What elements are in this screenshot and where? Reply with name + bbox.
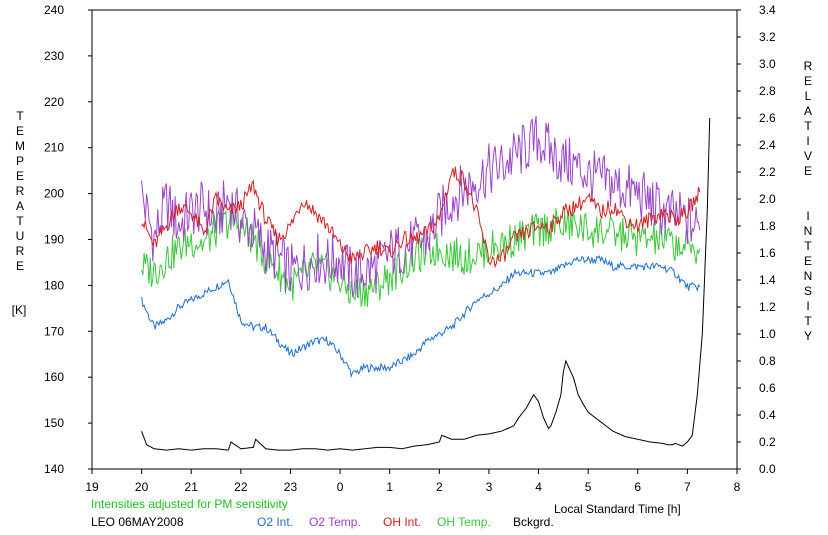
y-right-tick-label: 2.4 — [759, 138, 776, 152]
legend-oh-temp: OH Temp. — [437, 515, 491, 529]
series-layer — [141, 116, 711, 451]
y-right-tick-label: 3.2 — [759, 30, 776, 44]
y-right-label-char: Y — [804, 329, 812, 343]
y-left-label-char: M — [15, 139, 25, 153]
y-right-tick-label: 1.0 — [759, 327, 776, 341]
y-left-label-char: T — [16, 109, 24, 123]
y-right-tick-label: 2.2 — [759, 165, 776, 179]
x-tick-label: 8 — [734, 480, 741, 494]
y-right-tick-label: 1.4 — [759, 273, 776, 287]
y-right-label-char: I — [806, 134, 809, 148]
y-left-tick-label: 180 — [44, 278, 64, 292]
y-left-tick-label: 230 — [44, 49, 64, 63]
legend-o2-int: O2 Int. — [257, 515, 293, 529]
x-tick-label: 0 — [337, 480, 344, 494]
legend-oh-int: OH Int. — [383, 515, 421, 529]
legend-o2-temp: O2 Temp. — [309, 515, 361, 529]
x-tick-label: 22 — [234, 480, 248, 494]
y-right-label-char: N — [804, 269, 813, 283]
station-date-label: LEO 06MAY2008 — [91, 515, 184, 529]
y-right-label-char: I — [806, 209, 809, 223]
x-tick-label: 5 — [585, 480, 592, 494]
x-tick-label: 19 — [85, 480, 99, 494]
y-right-label-char: S — [804, 284, 812, 298]
y-left-label-char: R — [16, 184, 25, 198]
oh-int-line — [141, 166, 701, 269]
y-left-label-char: E — [16, 124, 24, 138]
y-left-tick-label: 220 — [44, 95, 64, 109]
x-tick-label: 7 — [684, 480, 691, 494]
axis-ticks — [88, 9, 741, 474]
y-left-label-char: T — [16, 214, 24, 228]
y-right-label-char: T — [804, 314, 812, 328]
bckgrd-line — [141, 117, 711, 451]
x-tick-label: 3 — [486, 480, 493, 494]
x-axis-label: Local Standard Time [h] — [554, 502, 681, 516]
y-right-label-char: V — [804, 149, 812, 163]
y-right-label-char: R — [804, 59, 813, 73]
y-left-tick-label: 200 — [44, 187, 64, 201]
y-left-label-char: E — [16, 259, 24, 273]
tick-labels: 19 20 21 22 23 0 1 2 3 4 5 6 7 8140150160170180190200… — [44, 3, 776, 494]
y-right-tick-label: 2.8 — [759, 84, 776, 98]
y-right-tick-label: 0.0 — [759, 462, 776, 476]
y-right-tick-label: 3.4 — [759, 3, 776, 17]
y-left-label-char: A — [16, 199, 24, 213]
y-right-tick-label: 1.2 — [759, 300, 776, 314]
y-right-label-char: T — [804, 239, 812, 253]
y-right-tick-label: 1.8 — [759, 219, 776, 233]
y-right-label-char: L — [805, 89, 812, 103]
y-left-tick-label: 190 — [44, 233, 64, 247]
o2-int-line — [141, 255, 701, 379]
y-right-tick-label: 1.6 — [759, 246, 776, 260]
y-right-tick-label: 0.8 — [759, 354, 776, 368]
x-tick-label: 6 — [634, 480, 641, 494]
x-tick-label: 21 — [185, 480, 199, 494]
y-axis-left-unit: [K] — [12, 303, 27, 317]
y-left-tick-label: 160 — [44, 370, 64, 384]
y-right-label-char: T — [804, 119, 812, 133]
y-left-tick-label: 210 — [44, 141, 64, 155]
sensitivity-note: Intensities adjusted for PM sensitivity — [91, 497, 288, 511]
y-right-label-char: A — [804, 104, 812, 118]
y-right-tick-label: 2.6 — [759, 111, 776, 125]
y-right-label-char: N — [804, 224, 813, 238]
y-right-label-char: E — [804, 254, 812, 268]
y-left-tick-label: 240 — [44, 3, 64, 17]
y-right-label-char: I — [806, 299, 809, 313]
x-tick-label: 2 — [436, 480, 443, 494]
y-right-tick-label: 0.6 — [759, 381, 776, 395]
y-left-label-char: U — [16, 229, 25, 243]
y-left-tick-label: 150 — [44, 416, 64, 430]
x-tick-label: 4 — [535, 480, 542, 494]
legend-bckgrd: Bckgrd. — [513, 515, 554, 529]
x-tick-label: 23 — [284, 480, 298, 494]
y-left-label-char: E — [16, 169, 24, 183]
x-tick-label: 1 — [386, 480, 393, 494]
y-right-tick-label: 0.4 — [759, 408, 776, 422]
y-left-tick-label: 140 — [44, 462, 64, 476]
y-right-tick-label: 3.0 — [759, 57, 776, 71]
plot-frame — [91, 9, 738, 470]
y-right-label-char: E — [804, 164, 812, 178]
x-tick-label: 20 — [135, 480, 149, 494]
y-left-label-char: R — [16, 244, 25, 258]
o2-temp-line — [141, 116, 701, 297]
y-left-label-char: P — [16, 154, 24, 168]
y-right-label-char: E — [804, 74, 812, 88]
y-right-tick-label: 2.0 — [759, 192, 776, 206]
y-right-tick-label: 0.2 — [759, 435, 776, 449]
y-left-tick-label: 170 — [44, 324, 64, 338]
